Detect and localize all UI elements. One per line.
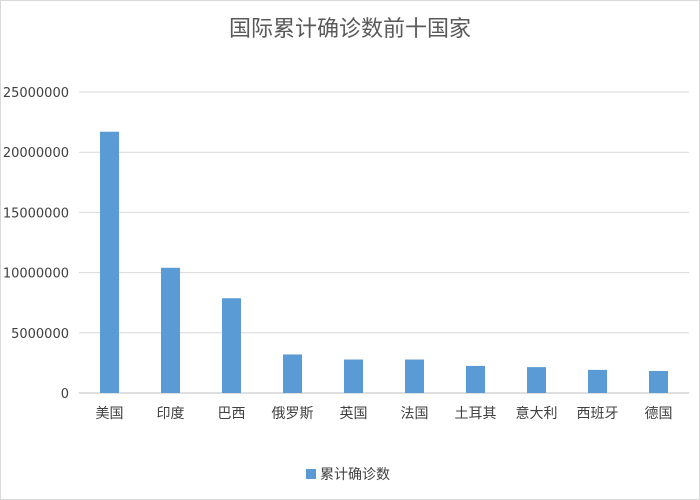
x-category-label: 土耳其	[455, 406, 497, 422]
x-category-label: 意大利	[516, 405, 558, 422]
bar-6	[466, 365, 485, 393]
y-tick-label: 25000000	[3, 86, 69, 101]
legend-swatch	[306, 469, 316, 479]
bar-1	[161, 267, 180, 393]
gridlines	[79, 91, 689, 394]
y-tick-label: 0	[61, 387, 69, 402]
legend-label: 累计确诊数	[320, 467, 390, 483]
y-tick-label: 20000000	[3, 146, 69, 161]
x-category-label: 英国	[340, 405, 368, 422]
legend: 累计确诊数	[306, 467, 390, 483]
bar-2	[222, 298, 241, 393]
bar-0	[100, 131, 119, 393]
bar-5	[405, 359, 424, 393]
bar-7	[527, 367, 546, 393]
bar-4	[344, 359, 363, 393]
bar-series	[100, 131, 668, 393]
x-category-label: 印度	[157, 406, 185, 422]
y-tick-label: 10000000	[3, 267, 69, 282]
bar-3	[283, 354, 302, 393]
chart-title: 国际累计确诊数前十国家	[229, 17, 471, 42]
x-category-label: 法国	[401, 406, 429, 422]
x-category-label: 美国	[96, 406, 124, 422]
y-tick-label: 5000000	[11, 327, 69, 342]
y-axis-tick-labels: 0 5000000 10000000 15000000 20000000 25000000	[3, 86, 69, 402]
bar-9	[649, 370, 668, 393]
y-tick-label: 15000000	[3, 206, 69, 221]
x-category-label: 俄罗斯	[272, 406, 314, 422]
bar-8	[588, 369, 607, 393]
x-category-label: 巴西	[218, 406, 246, 422]
x-category-label: 西班牙	[577, 406, 619, 422]
x-axis-category-labels: 美国 印度 巴西 俄罗斯 英国 法国 土耳其 意大利 西班牙 德国	[96, 405, 673, 422]
x-category-label: 德国	[645, 406, 673, 422]
